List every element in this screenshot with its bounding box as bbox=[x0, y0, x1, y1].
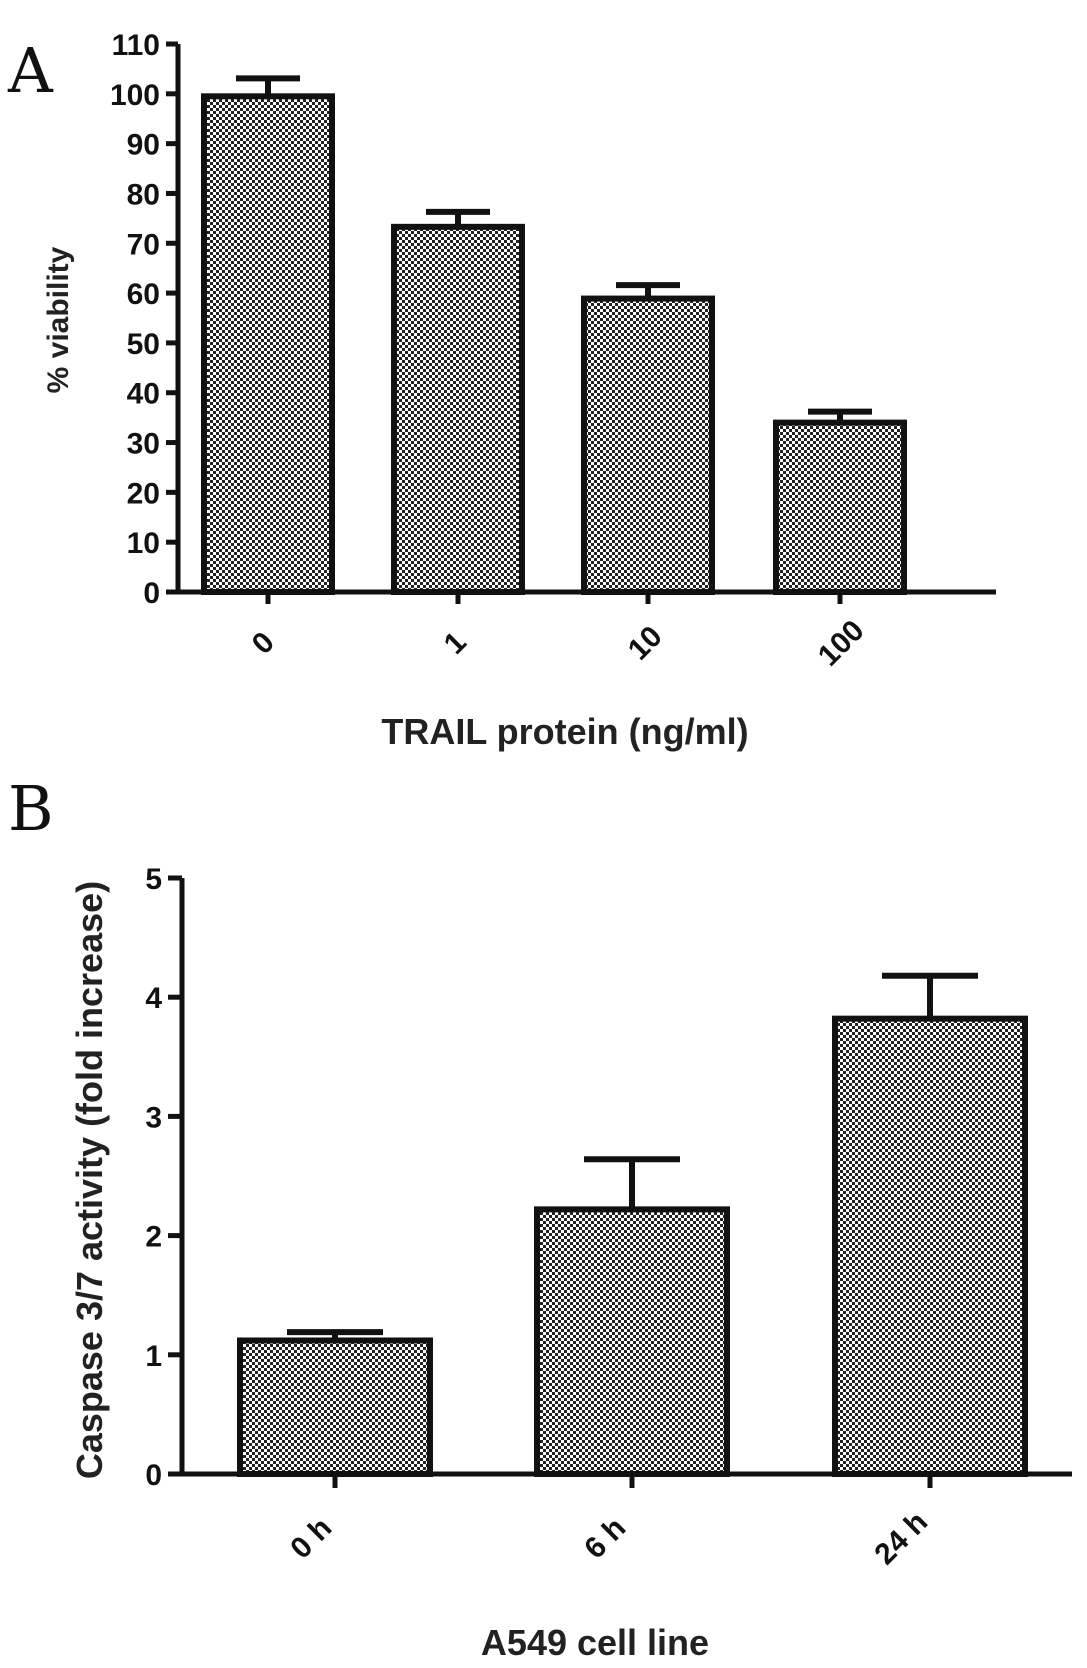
y-tick-label: 5 bbox=[145, 863, 162, 896]
x-tick-label: 0 bbox=[246, 626, 281, 661]
y-tick-label: 70 bbox=[127, 228, 160, 261]
bar bbox=[534, 1206, 730, 1477]
y-tick-label: 90 bbox=[127, 129, 160, 162]
bar bbox=[832, 1015, 1028, 1477]
bar bbox=[391, 223, 525, 595]
y-tick-label: 40 bbox=[127, 378, 160, 411]
panel-label-a: A bbox=[7, 34, 54, 107]
y-tick-label: 100 bbox=[110, 79, 160, 112]
x-tick-label: 0 h bbox=[284, 1511, 338, 1565]
x-ticks-b: 0 h 6 h 24 h bbox=[284, 1474, 934, 1571]
y-tick-label: 50 bbox=[127, 328, 160, 361]
bar bbox=[237, 1337, 433, 1477]
y-tick-label: 60 bbox=[127, 278, 160, 311]
y-tick-label: 20 bbox=[127, 477, 160, 510]
x-tick-label: 10 bbox=[622, 620, 669, 667]
x-axis-title-a: TRAIL protein (ng/ml) bbox=[381, 711, 748, 752]
y-ticks-a: 0 10 20 30 40 50 60 70 80 90 100 110 bbox=[110, 29, 178, 610]
y-tick-label: 1 bbox=[145, 1340, 162, 1373]
y-tick-label: 3 bbox=[145, 1101, 162, 1134]
bar bbox=[201, 93, 335, 596]
y-tick-label: 30 bbox=[127, 428, 160, 461]
bar-series-b bbox=[237, 1015, 1028, 1477]
error-bars-b bbox=[287, 972, 978, 1341]
x-tick-label: 100 bbox=[812, 614, 871, 673]
y-axis-title-a: % viability bbox=[42, 246, 75, 393]
x-axis-title-b: A549 cell line bbox=[481, 1622, 709, 1663]
y-tick-label: 4 bbox=[145, 982, 162, 1015]
bar bbox=[773, 419, 907, 596]
y-tick-label: 110 bbox=[112, 29, 160, 62]
x-tick-label: 1 bbox=[438, 626, 473, 661]
y-axis-title-b: Caspase 3/7 activity (fold increase) bbox=[69, 881, 110, 1479]
bar-series-a bbox=[201, 93, 907, 596]
panel-label-b: B bbox=[8, 772, 54, 845]
y-ticks-b: 0 1 2 3 4 5 bbox=[145, 863, 182, 1492]
x-tick-label: 6 h bbox=[578, 1511, 632, 1565]
x-tick-label: 24 h bbox=[868, 1505, 934, 1571]
y-tick-label: 10 bbox=[127, 527, 160, 560]
panel-b: B 0 1 2 3 4 5 0 h 6 h 24 h Caspase 3/7 activity… bbox=[8, 772, 1072, 1663]
x-ticks-a: 0 1 10 100 bbox=[246, 592, 871, 673]
y-tick-label: 80 bbox=[127, 178, 160, 211]
y-tick-label: 0 bbox=[145, 1459, 162, 1492]
y-tick-label: 0 bbox=[143, 577, 160, 610]
bar bbox=[581, 295, 715, 595]
error-bars-a bbox=[236, 75, 872, 423]
y-tick-label: 2 bbox=[145, 1221, 162, 1254]
